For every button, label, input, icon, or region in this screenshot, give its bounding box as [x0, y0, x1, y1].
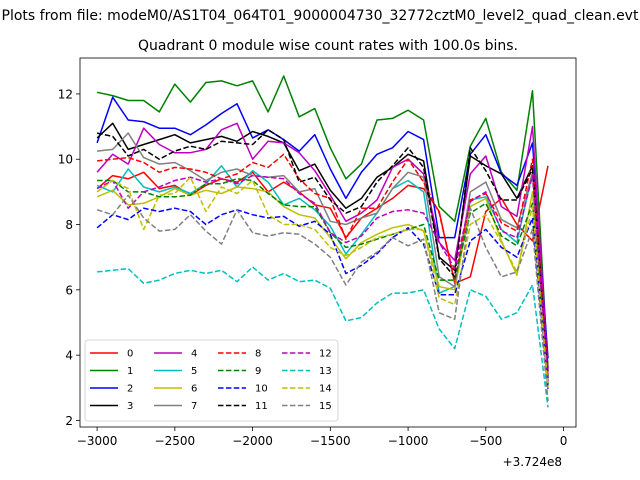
x-tick-label: −3000 [77, 434, 118, 448]
legend-label-8: 8 [255, 349, 261, 360]
y-tick-label: 6 [65, 283, 73, 297]
legend-label-7: 7 [191, 401, 197, 412]
x-offset-label: +3.724e8 [503, 455, 562, 469]
x-tick-label: −500 [469, 434, 502, 448]
chart-title: Quadrant 0 module wise count rates with … [138, 38, 518, 54]
series-line-15 [96, 194, 549, 401]
series-line-10 [96, 207, 549, 390]
y-tick-label: 10 [58, 153, 73, 167]
legend-label-9: 9 [255, 366, 261, 377]
legend-label-5: 5 [191, 366, 197, 377]
series-line-3 [96, 122, 549, 369]
series-line-1 [96, 75, 549, 372]
legend-label-12: 12 [319, 349, 332, 360]
series-lines [96, 75, 549, 408]
y-tick-label: 4 [65, 349, 73, 363]
x-tick-label: −1000 [388, 434, 429, 448]
series-line-14 [96, 176, 549, 388]
x-tick-label: 0 [560, 434, 568, 448]
legend-label-10: 10 [255, 384, 268, 395]
y-tick-label: 2 [65, 414, 73, 428]
legend-frame [84, 339, 339, 422]
legend-label-2: 2 [127, 384, 133, 395]
series-line-7 [97, 132, 549, 382]
figure-suptitle: Plots from file: modeM0/AS1T04_064T01_90… [2, 8, 639, 24]
y-tick-label: 12 [58, 87, 73, 101]
x-tick-label: −1500 [310, 434, 351, 448]
legend-label-3: 3 [127, 401, 133, 412]
x-tick-label: −2000 [232, 434, 273, 448]
legend-label-0: 0 [127, 349, 133, 360]
series-line-12 [96, 174, 549, 382]
x-tick-label: −2500 [155, 434, 196, 448]
legend-label-15: 15 [319, 401, 332, 412]
series-line-4 [96, 122, 549, 372]
plot-frame [79, 57, 577, 428]
y-tick-label: 8 [65, 218, 73, 232]
series-line-11 [96, 129, 549, 379]
legend-label-11: 11 [255, 401, 268, 412]
series-line-8 [97, 153, 549, 379]
series-line-6 [96, 186, 549, 387]
legend-label-4: 4 [191, 349, 197, 360]
legend-label-1: 1 [127, 366, 133, 377]
legend-label-13: 13 [319, 366, 332, 377]
series-line-9 [97, 178, 549, 385]
legend-label-14: 14 [319, 384, 332, 395]
legend-label-6: 6 [191, 384, 197, 395]
series-line-13 [97, 266, 549, 408]
